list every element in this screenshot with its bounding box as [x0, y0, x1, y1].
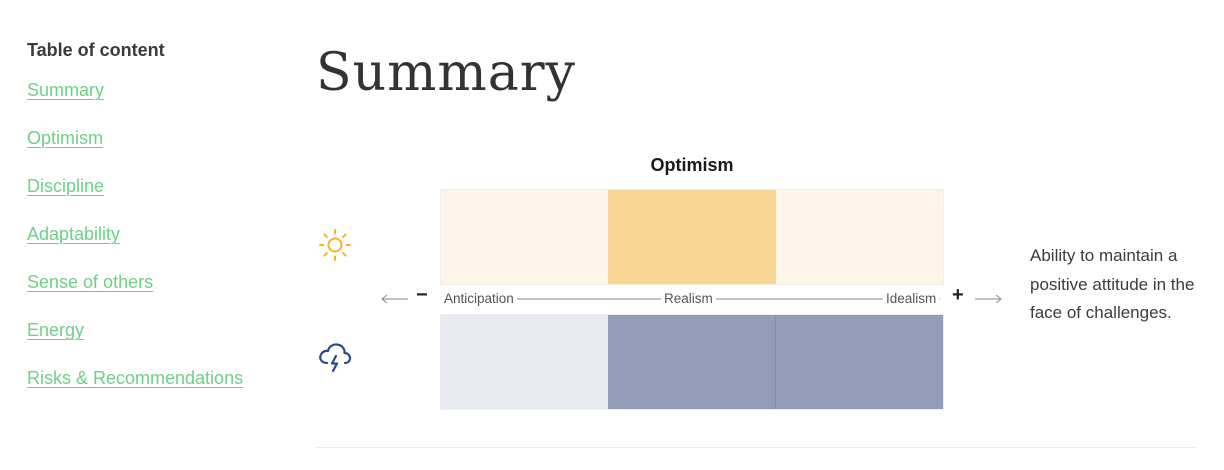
- toc-link-summary[interactable]: Summary: [27, 80, 105, 100]
- toc-list: Summary Optimism Discipline Adaptability…: [27, 78, 287, 392]
- toc-title: Table of content: [27, 40, 165, 60]
- band-segment-idealism-bottom: [776, 315, 943, 409]
- axis-minus-symbol: −: [414, 284, 430, 306]
- trait-title: Optimism: [650, 155, 734, 175]
- axis-label-anticipation: Anticipation: [441, 291, 517, 307]
- toc-link-risks-recommendations[interactable]: Risks & Recommendations: [27, 368, 244, 388]
- toc-item: Adaptability: [27, 222, 287, 248]
- axis-label-idealism: Idealism: [883, 291, 940, 307]
- band-segment-realism-bottom: [608, 315, 776, 409]
- axis-plus-symbol: +: [949, 285, 967, 305]
- band-segment-idealism-top: [775, 190, 943, 284]
- toc-link-energy[interactable]: Energy: [27, 320, 85, 340]
- storm-cloud-icon: [316, 338, 354, 376]
- sun-icon: [316, 226, 354, 264]
- trait-description: Ability to maintain a positive attitude …: [1030, 246, 1195, 322]
- toc-link-optimism[interactable]: Optimism: [27, 128, 103, 148]
- toc-item: Discipline: [27, 174, 287, 200]
- trait-axis: − Anticipation Realism Idealism +: [380, 284, 1006, 309]
- toc-item: Optimism: [27, 126, 287, 152]
- optimism-band-top: [440, 189, 944, 285]
- optimism-band-bottom: [440, 314, 944, 410]
- section-divider: [316, 447, 1196, 448]
- band-segment-anticipation-top: [441, 190, 609, 284]
- page-title: Summary: [316, 43, 576, 103]
- toc-item: Energy: [27, 318, 287, 344]
- toc-item: Sense of others: [27, 270, 287, 296]
- table-of-contents: Table of content Summary Optimism Discip…: [27, 38, 287, 414]
- toc-link-sense-of-others[interactable]: Sense of others: [27, 272, 154, 292]
- band-segment-anticipation-bottom: [441, 315, 608, 409]
- band-segment-realism-top: [608, 190, 776, 284]
- toc-item: Risks & Recommendations: [27, 366, 287, 392]
- toc-link-adaptability[interactable]: Adaptability: [27, 224, 121, 244]
- toc-item: Summary: [27, 78, 287, 104]
- toc-link-discipline[interactable]: Discipline: [27, 176, 105, 196]
- axis-label-realism: Realism: [661, 291, 716, 307]
